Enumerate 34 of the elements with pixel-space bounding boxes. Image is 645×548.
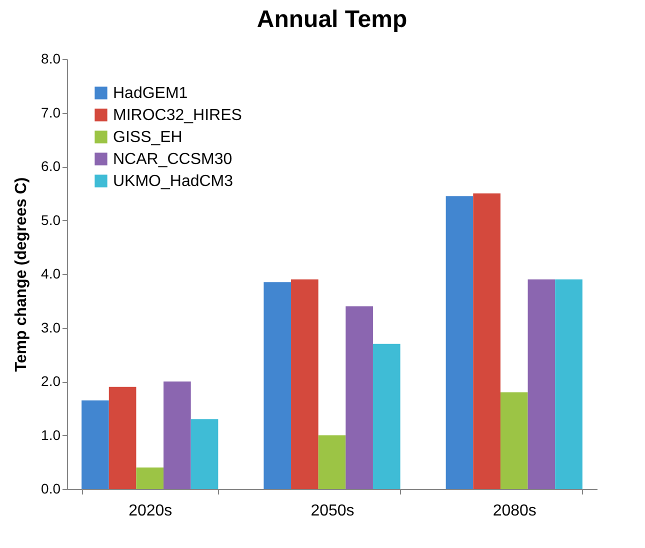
chart-title: Annual Temp bbox=[256, 6, 408, 33]
bar bbox=[190, 419, 218, 489]
legend-label: MIROC32_HIRES bbox=[113, 107, 242, 124]
legend-label: UKMO_HadCM3 bbox=[113, 173, 234, 190]
y-tick-label: 1.0 bbox=[41, 426, 61, 443]
y-tick-label: 3.0 bbox=[41, 319, 61, 336]
bar bbox=[372, 344, 400, 489]
y-tick-label: 5.0 bbox=[41, 212, 61, 228]
bar bbox=[500, 392, 528, 489]
bar bbox=[346, 306, 373, 489]
bar bbox=[528, 279, 556, 489]
y-tick-label: 6.0 bbox=[41, 158, 61, 174]
legend-label: HadGEM1 bbox=[113, 85, 188, 102]
bar bbox=[318, 435, 346, 489]
bar bbox=[446, 196, 474, 489]
legend-label: GISS_EH bbox=[113, 129, 182, 146]
y-tick-label: 4.0 bbox=[41, 266, 61, 282]
bar bbox=[136, 468, 164, 489]
x-tick-label: 2050s bbox=[310, 502, 354, 520]
bar bbox=[164, 382, 191, 489]
y-tick-label: 2.0 bbox=[41, 373, 61, 389]
x-tick-label: 2080s bbox=[492, 502, 536, 520]
legend-label: NCAR_CCSM30 bbox=[113, 151, 232, 168]
bar bbox=[555, 279, 582, 489]
y-tick-label: 0.0 bbox=[41, 480, 61, 496]
bar bbox=[108, 386, 136, 489]
bar bbox=[291, 279, 318, 489]
y-tick-label: 7.0 bbox=[41, 104, 61, 120]
y-axis-title: Temp change (degrees C) bbox=[13, 177, 30, 372]
bar bbox=[82, 400, 109, 489]
bar bbox=[264, 282, 292, 489]
x-tick-label: 2020s bbox=[128, 502, 172, 520]
y-tick-label: 8.0 bbox=[41, 50, 61, 66]
bar bbox=[473, 193, 500, 489]
